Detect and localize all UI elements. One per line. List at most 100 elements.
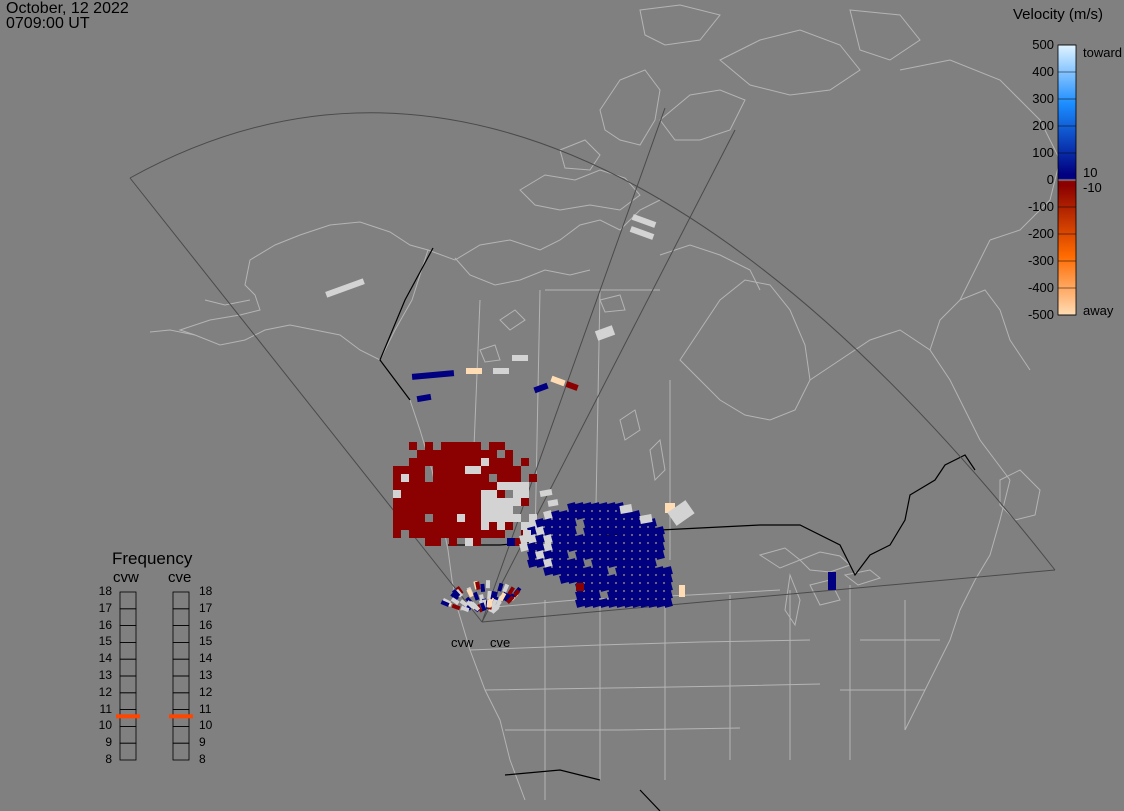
- scatter-cell: [450, 592, 459, 601]
- scatter-cell: [623, 598, 633, 608]
- scatter-cell: [629, 226, 655, 240]
- scatter-cell: [497, 582, 504, 592]
- scatter-cell: [489, 506, 497, 514]
- frequency-scale-label: 18: [199, 584, 213, 598]
- scatter-cell: [449, 458, 457, 466]
- scatter-cell: [599, 574, 609, 584]
- scatter-cell: [411, 370, 455, 380]
- scatter-cell: [433, 522, 441, 530]
- scatter-cell: [551, 510, 561, 520]
- scatter-cell: [591, 558, 601, 568]
- frequency-scale-label: 8: [105, 752, 112, 766]
- scatter-cell: [575, 558, 585, 568]
- scatter-cell: [623, 526, 633, 536]
- frequency-scale-label: 16: [98, 617, 112, 632]
- scatter-cell: [481, 474, 489, 482]
- scatter-cell: [529, 474, 537, 482]
- colorbar-tick-label: -200: [1027, 226, 1054, 241]
- scatter-cell: [828, 572, 836, 590]
- scatter-cell: [535, 558, 545, 568]
- scatter-cell: [583, 574, 593, 584]
- scatter-cell: [425, 458, 433, 466]
- scatter-cell: [489, 498, 497, 506]
- scatter-cell: [655, 598, 665, 608]
- scatter-cell: [527, 550, 537, 560]
- scatter-cell: [433, 514, 441, 522]
- scatter-cell: [543, 558, 553, 568]
- scatter-cell: [490, 605, 500, 614]
- scatter-cell: [631, 534, 641, 544]
- frequency-marker: [169, 714, 193, 719]
- radar-label-cve: cve: [490, 635, 511, 650]
- scatter-cell: [401, 474, 409, 482]
- scatter-cell: [393, 506, 401, 514]
- scatter-cell: [505, 450, 513, 458]
- scatter-cell: [457, 514, 465, 522]
- scatter-cell: [425, 506, 433, 514]
- scatter-cell: [623, 542, 633, 552]
- scatter-cell: [417, 506, 425, 514]
- scatter-cell: [623, 518, 633, 528]
- scatter-cell: [465, 474, 473, 482]
- scatter-cell: [481, 530, 489, 538]
- scatter-cell: [451, 603, 461, 611]
- colorbar-tick-label: 100: [1032, 145, 1054, 160]
- scatter-cell: [457, 458, 465, 466]
- scatter-cell: [457, 530, 465, 538]
- scatter-cell: [497, 482, 505, 490]
- scatter-cell: [551, 534, 561, 544]
- scatter-cell: [401, 482, 409, 490]
- scatter-cell: [487, 598, 493, 608]
- scatter-cell: [607, 542, 617, 552]
- frequency-col-cvw: cvw: [113, 569, 139, 586]
- scatter-cell: [401, 466, 409, 474]
- scatter-cell: [451, 588, 461, 598]
- scatter-cell: [631, 526, 641, 536]
- scatter-cell: [485, 580, 491, 589]
- scatter-cell: [559, 574, 569, 584]
- fov-outline: [129, 107, 1056, 623]
- scatter-cell: [543, 518, 553, 528]
- scatter-cell: [591, 590, 601, 600]
- scatter-cell: [393, 490, 401, 498]
- scatter-cell: [417, 522, 425, 530]
- scatter-cell: [473, 522, 481, 530]
- scatter-cell: [591, 510, 601, 520]
- scatter-cell: [466, 368, 482, 374]
- scatter-cell: [417, 458, 425, 466]
- scatter-cell: [505, 474, 513, 482]
- scatter-cell: [591, 526, 601, 536]
- scatter-cell: [487, 590, 492, 600]
- time-label: 0709:00 UT: [6, 15, 90, 32]
- scatter-cell: [583, 502, 593, 512]
- scatter-cell: [599, 542, 609, 552]
- scatter-cell: [513, 514, 521, 522]
- scatter-cell: [615, 534, 625, 544]
- scatter-cell: [533, 382, 549, 394]
- frequency-cell: [119, 625, 137, 643]
- scatter-cell: [607, 526, 617, 536]
- colorbar-tick-label: -300: [1027, 253, 1054, 268]
- scatter-cell: [551, 526, 561, 536]
- scatter-cell: [465, 490, 473, 498]
- scatter-cell: [599, 518, 609, 528]
- scatter-cell: [465, 466, 473, 474]
- scatter-cell: [655, 574, 665, 584]
- scatter-cell: [465, 522, 473, 530]
- colorbar-tick-label: 500: [1032, 37, 1054, 52]
- scatter-cell: [559, 566, 569, 576]
- scatter-cell: [497, 466, 505, 474]
- scatter-cell: [481, 506, 489, 514]
- scatter-cell: [441, 498, 449, 506]
- scatter-cell: [647, 598, 657, 608]
- frequency-cell: [119, 608, 137, 626]
- scatter-cell: [623, 590, 633, 600]
- scatter-cell: [547, 499, 559, 507]
- scatter-cell: [543, 510, 553, 520]
- scatter-cell: [473, 498, 481, 506]
- scatter-cell: [441, 506, 449, 514]
- scatter-cell: [433, 466, 441, 474]
- scatter-cell: [449, 522, 457, 530]
- frequency-cell: [119, 742, 137, 761]
